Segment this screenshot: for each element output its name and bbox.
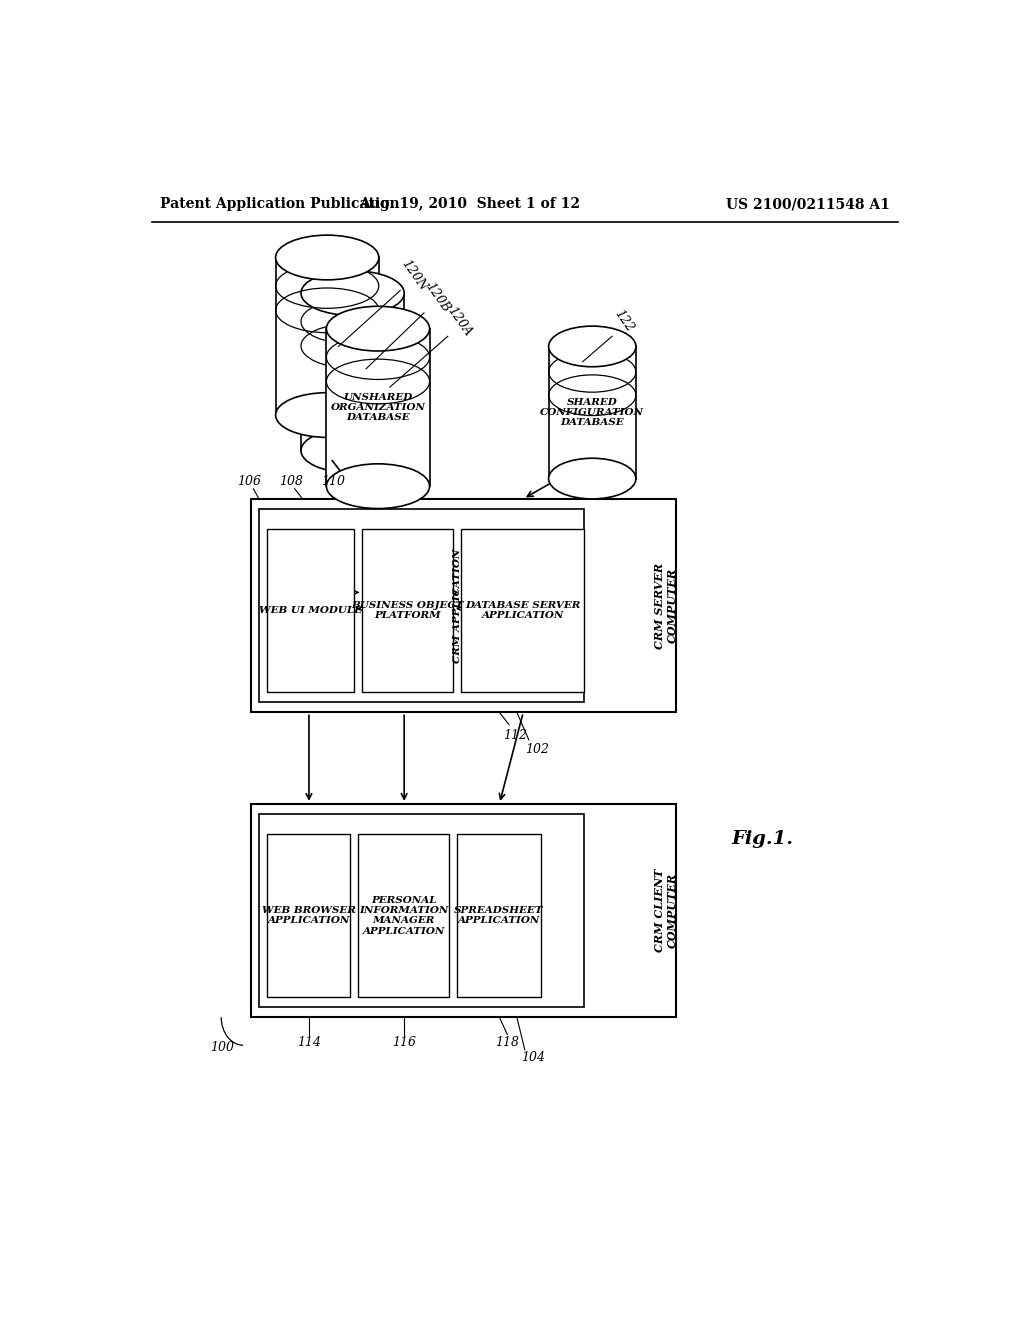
Text: 108: 108 <box>279 475 303 488</box>
Text: UNSHARED
ORGANIZATION
DATABASE: UNSHARED ORGANIZATION DATABASE <box>331 392 426 422</box>
Text: SPREADSHEET
APPLICATION: SPREADSHEET APPLICATION <box>455 906 544 925</box>
Bar <box>461 529 585 692</box>
Text: 118: 118 <box>496 1036 519 1049</box>
Text: WEB BROWSER
APPLICATION: WEB BROWSER APPLICATION <box>261 906 355 925</box>
Text: CRM APPLICATION: CRM APPLICATION <box>453 548 462 663</box>
Text: 120B: 120B <box>423 280 453 315</box>
Bar <box>301 293 404 450</box>
Ellipse shape <box>549 326 636 367</box>
Bar <box>251 804 676 1018</box>
Ellipse shape <box>275 392 379 437</box>
Bar <box>458 834 541 997</box>
Text: PERSONAL
INFORMATION
MANAGER
APPLICATION: PERSONAL INFORMATION MANAGER APPLICATION <box>359 895 449 936</box>
Ellipse shape <box>301 271 404 315</box>
Text: SHARED
CONFIGURATION
DATABASE: SHARED CONFIGURATION DATABASE <box>541 397 644 428</box>
Text: 110: 110 <box>321 475 345 488</box>
Text: 106: 106 <box>237 475 261 488</box>
Text: 120A: 120A <box>445 304 474 338</box>
Text: Aug. 19, 2010  Sheet 1 of 12: Aug. 19, 2010 Sheet 1 of 12 <box>358 197 580 211</box>
Text: CRM CLIENT
COMPUTER: CRM CLIENT COMPUTER <box>654 869 678 952</box>
Bar <box>267 834 350 997</box>
Ellipse shape <box>327 463 430 508</box>
Text: US 2100/0211548 A1: US 2100/0211548 A1 <box>726 197 890 211</box>
Ellipse shape <box>549 458 636 499</box>
Bar <box>327 329 430 486</box>
Text: WEB UI MODULE: WEB UI MODULE <box>259 606 362 615</box>
Bar <box>362 529 454 692</box>
Bar <box>275 257 379 414</box>
Text: 102: 102 <box>524 743 549 756</box>
Bar <box>549 346 636 479</box>
Text: DATABASE SERVER
APPLICATION: DATABASE SERVER APPLICATION <box>465 601 581 620</box>
Text: BUSINESS OBJECT
PLATFORM: BUSINESS OBJECT PLATFORM <box>351 601 464 620</box>
Bar <box>358 834 450 997</box>
Text: Fig.1.: Fig.1. <box>731 830 794 849</box>
Ellipse shape <box>327 306 430 351</box>
Ellipse shape <box>301 428 404 473</box>
Bar <box>267 529 354 692</box>
Bar <box>259 814 585 1007</box>
Text: Patent Application Publication: Patent Application Publication <box>160 197 399 211</box>
Text: 112: 112 <box>503 729 527 742</box>
Text: 104: 104 <box>521 1052 545 1064</box>
Text: 100: 100 <box>210 1041 233 1055</box>
Text: 114: 114 <box>297 1036 321 1049</box>
Text: 116: 116 <box>392 1036 416 1049</box>
Text: 120N: 120N <box>398 257 429 293</box>
Bar <box>251 499 676 713</box>
Ellipse shape <box>275 235 379 280</box>
Text: CRM SERVER
COMPUTER: CRM SERVER COMPUTER <box>654 562 678 648</box>
Text: 122: 122 <box>611 308 636 334</box>
Bar <box>259 510 585 702</box>
